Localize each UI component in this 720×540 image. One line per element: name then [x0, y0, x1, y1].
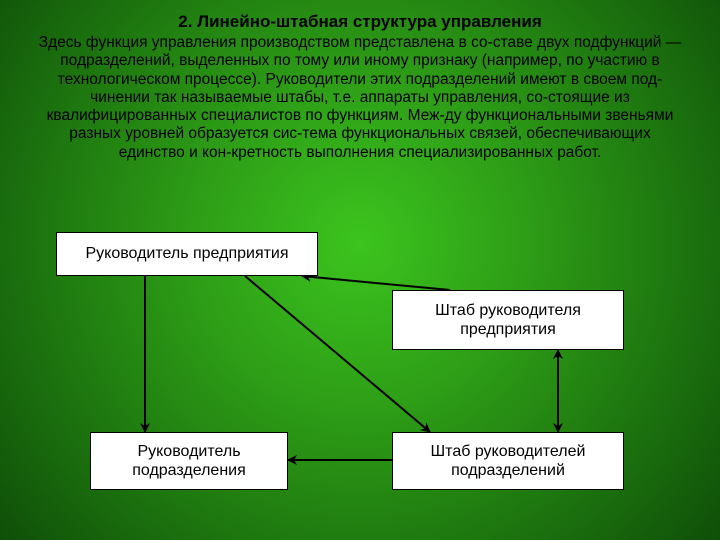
node-n1: Руководитель предприятия — [56, 232, 318, 276]
slide-title: 2. Линейно-штабная структура управления — [0, 12, 720, 32]
node-n2: Штаб руководителя предприятия — [392, 290, 624, 350]
slide: 2. Линейно-штабная структура управления … — [0, 0, 720, 540]
node-n4: Штаб руководителей подразделений — [392, 432, 624, 490]
edge-n2-n1 — [302, 276, 450, 290]
slide-paragraph: Здесь функция управления производством п… — [38, 34, 682, 162]
node-n3: Руководитель подразделения — [90, 432, 288, 490]
